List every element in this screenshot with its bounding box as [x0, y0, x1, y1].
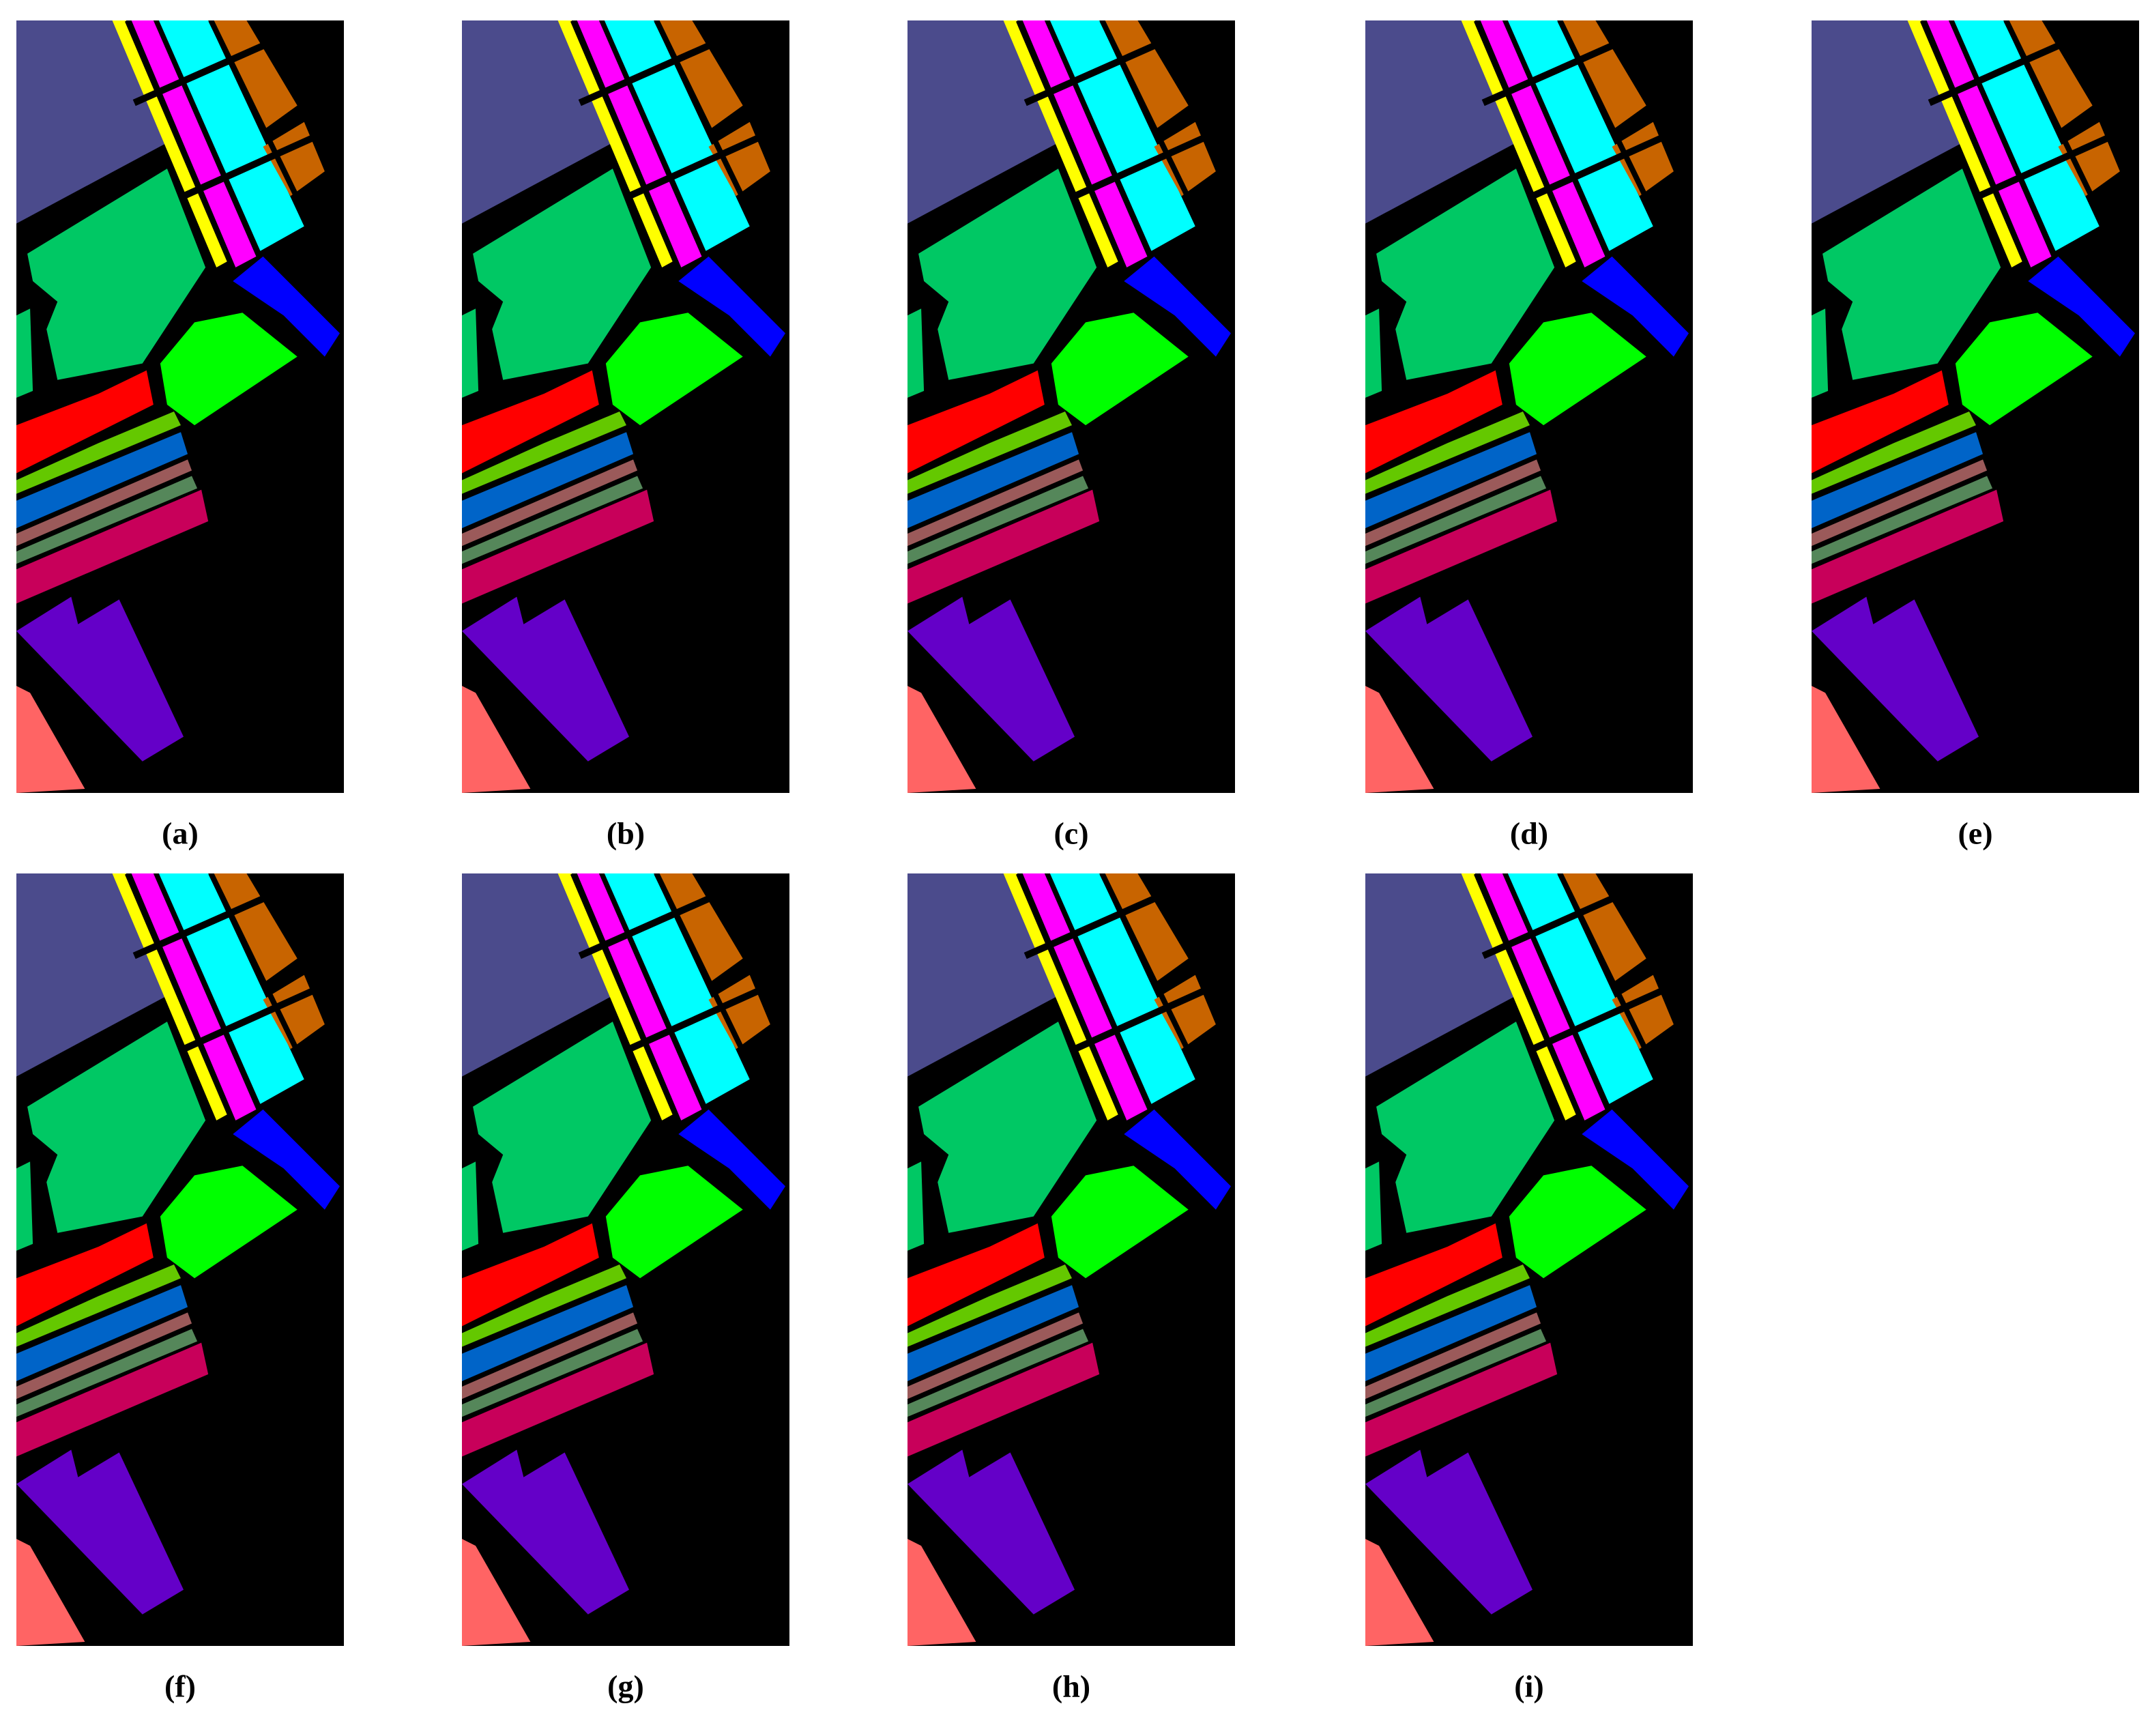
- panel-label: (e): [1958, 816, 1992, 851]
- panel-label: (c): [1054, 816, 1088, 851]
- panel-label: (h): [1052, 1669, 1090, 1704]
- classification-map: [462, 873, 794, 1646]
- classification-map: [1365, 20, 1697, 793]
- classification-map: [16, 20, 348, 793]
- panel-label: (a): [162, 816, 199, 851]
- panel-label: (b): [607, 816, 645, 851]
- panel-label: (d): [1510, 816, 1548, 851]
- panel-label: (g): [607, 1669, 644, 1704]
- panel-label: (i): [1514, 1669, 1543, 1704]
- classification-map: [1365, 873, 1697, 1646]
- classification-map: [907, 873, 1239, 1646]
- classification-map: [1812, 20, 2143, 793]
- classification-map: [462, 20, 794, 793]
- classification-map: [907, 20, 1239, 793]
- classification-map: [16, 873, 348, 1646]
- panel-label: (f): [164, 1669, 196, 1704]
